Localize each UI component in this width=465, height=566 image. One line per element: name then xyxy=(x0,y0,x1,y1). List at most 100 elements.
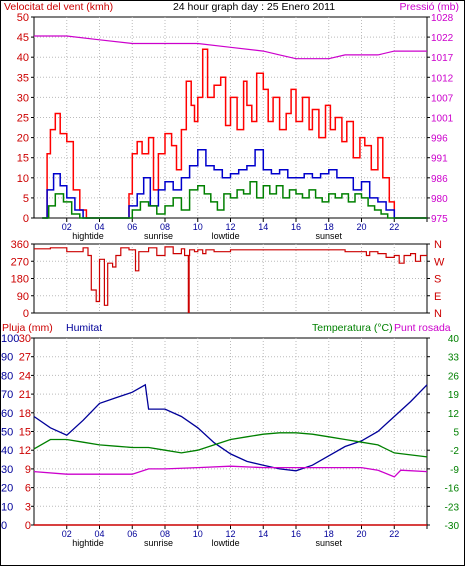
wind-annotation: hightide xyxy=(72,231,104,241)
temperature-y-tick-label: 12 xyxy=(448,409,460,420)
rain-y-tick-label: 0 xyxy=(25,520,31,532)
direction-plot-area xyxy=(33,243,428,314)
rain-axis-title: Pluja (mm) xyxy=(2,322,53,334)
chart-title: 24 hour graph day : 25 Enero 2011 xyxy=(173,1,335,13)
gust-series-line xyxy=(42,48,427,219)
pressure-series-line xyxy=(34,35,427,60)
pressure-y-tick-label: 996 xyxy=(431,134,448,145)
direction-compass-label: E xyxy=(434,291,441,303)
dewpoint-series-line xyxy=(33,465,428,478)
wind-x-label: 02 xyxy=(62,222,72,232)
temperature-annotation: lowtide xyxy=(212,538,240,548)
direction-y-tick-label: 360 xyxy=(11,239,29,251)
humidity-y-tick-label: 20 xyxy=(1,483,13,495)
wind-y-tick-label: 40 xyxy=(17,52,29,64)
temperature-x-label: 14 xyxy=(258,529,268,539)
pressure-y-tick-label: 991 xyxy=(431,154,448,165)
wind-y-tick-label: 25 xyxy=(17,113,29,125)
wind-y-tick-label: 30 xyxy=(17,92,29,104)
temperature-x-label: 06 xyxy=(127,529,137,539)
temperature-x-label: 08 xyxy=(160,529,170,539)
temperature-y-tick-label: 26 xyxy=(448,371,460,382)
humidity-y-tick-label: 50 xyxy=(1,427,13,439)
wind-annotation: sunset xyxy=(315,231,342,241)
humidity-y-tick-label: 90 xyxy=(1,352,13,364)
dewpoint-axis-title: Punt rosada xyxy=(394,322,451,334)
wind-x-label: 20 xyxy=(356,222,366,232)
wind-x-label: 06 xyxy=(127,222,137,232)
wind-y-tick-label: 10 xyxy=(17,173,29,185)
rain-y-tick-label: 30 xyxy=(19,333,31,345)
humidity-y-tick-label: 80 xyxy=(1,370,13,382)
direction-compass-label: N xyxy=(434,308,442,320)
temperature-y-tick-label: 5 xyxy=(453,428,459,439)
rain-y-tick-label: 15 xyxy=(19,427,31,439)
temperature-annotation: hightide xyxy=(72,538,104,548)
wind-y-tick-label: 35 xyxy=(17,72,29,84)
temperature-axis-title: Temperatura (°C) xyxy=(312,322,393,334)
wind-y-tick-label: 5 xyxy=(23,193,29,205)
temperature-x-label: 20 xyxy=(356,529,366,539)
rain-y-tick-label: 27 xyxy=(19,352,31,364)
pressure-y-tick-label: 975 xyxy=(431,214,448,225)
pressure-y-tick-label: 1001 xyxy=(431,114,454,125)
temperature-x-label: 16 xyxy=(291,529,301,539)
humidity-y-tick-label: 10 xyxy=(1,501,13,513)
wind-x-label: 04 xyxy=(94,222,104,232)
wind-x-label: 22 xyxy=(389,222,399,232)
wind-axis-title: Velocitat del vent (kmh) xyxy=(4,1,113,13)
temperature-annotation: sunset xyxy=(315,538,342,548)
temperature-y-tick-label: 40 xyxy=(448,334,460,345)
pressure-axis-title: Pressió (mb) xyxy=(399,1,459,13)
humidity-y-tick-label: 40 xyxy=(1,445,13,457)
wind-y-tick-label: 20 xyxy=(17,133,29,145)
wind-x-label: 12 xyxy=(225,222,235,232)
direction-compass-label: S xyxy=(434,274,441,286)
temperature-y-tick-label: -30 xyxy=(445,521,460,532)
wind-y-tick-label: 15 xyxy=(17,153,29,165)
temperature-x-label: 18 xyxy=(324,529,334,539)
wind-x-label: 14 xyxy=(258,222,268,232)
direction-y-tick-label: 90 xyxy=(17,291,29,303)
wind-y-tick-label: 50 xyxy=(17,12,29,24)
humidity-y-tick-label: 30 xyxy=(1,464,13,476)
wind-x-label: 16 xyxy=(291,222,301,232)
temperature-x-label: 02 xyxy=(62,529,72,539)
temperature-x-label: 04 xyxy=(94,529,104,539)
wind-annotation: sunrise xyxy=(144,231,173,241)
humidity-y-tick-label: 100 xyxy=(1,333,19,345)
direction-y-tick-label: 270 xyxy=(11,256,29,268)
humidity-axis-title: Humitat xyxy=(66,322,102,334)
rain-y-tick-label: 24 xyxy=(19,370,31,382)
rain-y-tick-label: 3 xyxy=(25,501,31,513)
temperature-y-tick-label: -16 xyxy=(445,484,460,495)
temperature-x-label: 12 xyxy=(225,529,235,539)
temperature-y-tick-label: -2 xyxy=(450,446,459,457)
pressure-y-tick-label: 1022 xyxy=(431,33,454,44)
temperature-x-label: 22 xyxy=(389,529,399,539)
wind-y-tick-label: 45 xyxy=(17,32,29,44)
humidity-y-tick-label: 0 xyxy=(1,520,7,532)
humidity-y-tick-label: 60 xyxy=(1,408,13,420)
pressure-y-tick-label: 980 xyxy=(431,194,448,205)
wind-min-series-line xyxy=(42,181,427,219)
pressure-y-tick-label: 1012 xyxy=(431,73,454,84)
rain-y-tick-label: 9 xyxy=(25,464,31,476)
direction-compass-label: N xyxy=(434,239,442,251)
pressure-y-tick-label: 1007 xyxy=(431,93,454,104)
temperature-annotation: sunrise xyxy=(144,538,173,548)
pressure-y-tick-label: 1028 xyxy=(431,13,454,24)
rain-y-tick-label: 12 xyxy=(19,445,31,457)
pressure-y-tick-label: 1017 xyxy=(431,53,454,64)
temperature-y-tick-label: 33 xyxy=(448,353,460,364)
humidity-y-tick-label: 70 xyxy=(1,389,13,401)
rain-y-tick-label: 6 xyxy=(25,483,31,495)
wind-x-label: 10 xyxy=(193,222,203,232)
temperature-series-line xyxy=(33,432,428,458)
temperature-y-tick-label: -9 xyxy=(450,465,459,476)
rain-y-tick-label: 18 xyxy=(19,408,31,420)
wind-x-label: 08 xyxy=(160,222,170,232)
temperature-y-tick-label: -23 xyxy=(445,502,460,513)
direction-y-tick-label: 0 xyxy=(23,308,29,320)
